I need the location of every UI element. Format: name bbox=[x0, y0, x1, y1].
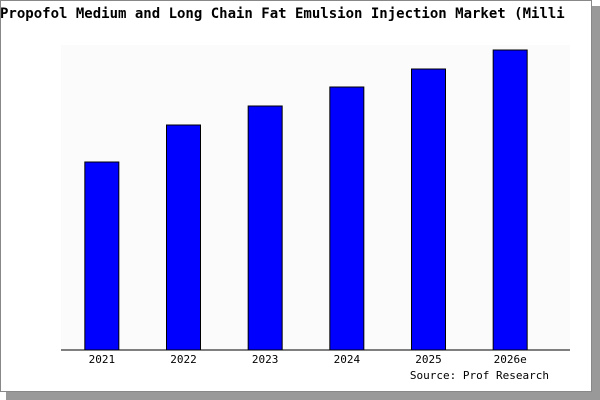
x-tick-label: 2023 bbox=[252, 353, 279, 366]
bar bbox=[492, 49, 528, 351]
bar bbox=[329, 86, 365, 351]
source: Source: Prof Research bbox=[410, 369, 549, 382]
x-tick-label: 2025 bbox=[415, 353, 442, 366]
x-tick-label: 2026e bbox=[494, 353, 527, 366]
bar bbox=[247, 105, 283, 351]
x-tick-label: 2021 bbox=[89, 353, 116, 366]
chart-title: Propofol Medium and Long Chain Fat Emuls… bbox=[0, 6, 565, 22]
bar bbox=[84, 161, 120, 351]
x-tick-label: 2022 bbox=[170, 353, 197, 366]
bar bbox=[411, 68, 446, 351]
bar bbox=[166, 124, 201, 351]
plot-area bbox=[61, 45, 570, 350]
x-tick-label: 2024 bbox=[334, 353, 361, 366]
